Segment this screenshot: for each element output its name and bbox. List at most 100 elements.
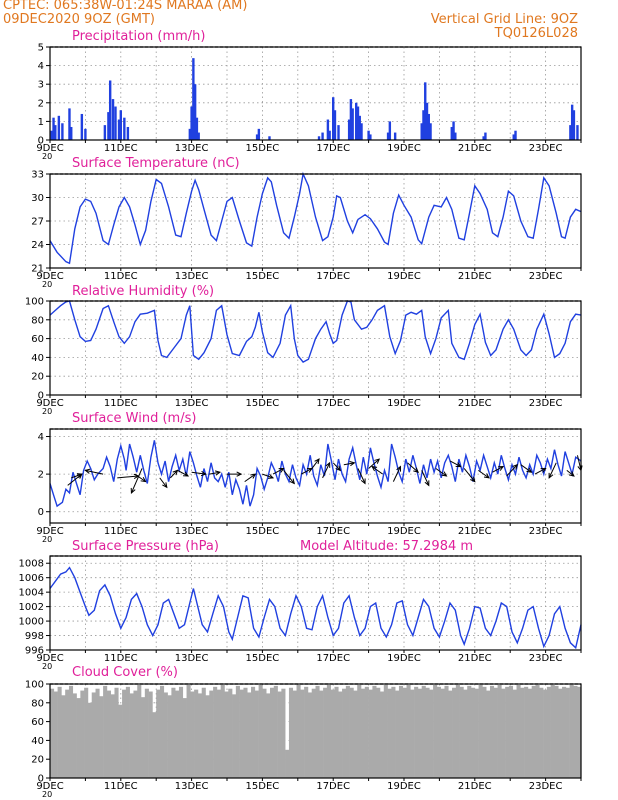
panel-2: 0 20 40 60 80 100 9DEC 11DEC 13DEC 15DEC 17DEC 19DE…	[25, 297, 582, 416]
wind-arrow-head	[214, 470, 222, 476]
cloud-bar	[546, 686, 551, 778]
precip-bar	[347, 119, 351, 140]
precip-bar	[321, 132, 324, 140]
y-tick-label: 3	[38, 80, 44, 91]
wind-arrow-head	[200, 470, 207, 477]
y-tick-label: 1008	[19, 559, 44, 570]
cloud-bar	[292, 690, 297, 778]
cloud-bar	[505, 686, 510, 778]
x-tick-label: 23DEC	[529, 526, 563, 537]
cloud-bar	[455, 684, 460, 778]
precip-bar	[317, 136, 321, 140]
x-tick-label: 9DEC	[36, 143, 63, 154]
wind-title: Surface Wind (m/s)	[72, 411, 197, 426]
cloud-bar	[478, 684, 483, 778]
x-tick-label: 13DEC	[175, 143, 209, 154]
wind-arrow	[332, 462, 341, 471]
precip-bar	[84, 128, 87, 140]
cloud-bar	[543, 689, 548, 778]
year-label: 20	[42, 662, 52, 671]
precip-bar	[111, 99, 115, 140]
cloud-bar	[266, 693, 271, 778]
precip-bar	[54, 125, 57, 140]
year-label: 20	[42, 407, 52, 416]
cloud-bar	[235, 685, 240, 778]
wind-arrow	[272, 468, 284, 475]
series-line-2	[49, 300, 582, 363]
precip-bar	[393, 132, 397, 140]
x-tick-label: 15DEC	[246, 781, 280, 792]
cloud-bar	[516, 684, 521, 778]
series-line-1	[49, 171, 582, 265]
precip-bar	[358, 115, 361, 140]
cloud-bar	[349, 687, 354, 778]
precip-bar	[576, 125, 579, 140]
x-tick-label: 15DEC	[246, 526, 280, 537]
precip-bar	[369, 134, 372, 140]
wind-arrow	[392, 466, 401, 482]
x-tick-label: 19DEC	[387, 398, 421, 409]
precip-bar	[572, 110, 576, 140]
cloud-bar	[209, 690, 214, 778]
cloud-bar	[471, 687, 476, 778]
cloud-bar	[307, 692, 313, 778]
wind-arrow	[71, 473, 83, 479]
cloud-bar	[489, 685, 495, 778]
cloud-bar	[425, 687, 430, 778]
cloud-bar	[239, 689, 244, 778]
y-tick-label: 5	[38, 43, 44, 54]
x-tick-label: 15DEC	[246, 653, 280, 664]
cloud-bar	[122, 689, 127, 778]
wind-arrow-head	[325, 461, 331, 468]
y-tick-label: 21	[31, 264, 44, 275]
precip-bar	[386, 132, 390, 140]
cloud-bar	[175, 690, 180, 778]
x-tick-label: 23DEC	[529, 398, 563, 409]
wind-arrow-head	[278, 467, 285, 473]
y-tick-label: 2	[38, 98, 44, 109]
y-tick-label: 998	[25, 631, 44, 642]
y-tick-label: 24	[31, 240, 44, 251]
y-tick-label: 100	[25, 680, 44, 691]
precip-bar	[337, 125, 340, 140]
y-tick-label: 60	[31, 334, 44, 345]
wind-arrow	[407, 462, 419, 473]
cloud-bar	[159, 685, 165, 778]
header-station: CPTEC: 065:38W-01:24S MARAA (AM)	[3, 0, 248, 13]
cloud-bar	[524, 686, 529, 778]
cloud-bar	[330, 689, 335, 778]
wind-arrow	[371, 466, 384, 475]
wind-arrow-head	[335, 465, 342, 472]
wind-arrow	[463, 468, 476, 482]
wind-arrow	[506, 464, 518, 477]
x-tick-label: 17DEC	[316, 781, 350, 792]
cloud-bar	[129, 693, 134, 778]
cloud-bar	[376, 687, 381, 778]
x-tick-label: 21DEC	[458, 398, 492, 409]
cloud-bar	[463, 689, 468, 778]
precip-bar	[257, 128, 261, 140]
wind-arrow-head	[483, 473, 490, 479]
header-grid-line: Vertical Grid Line: 9OZ	[430, 12, 578, 27]
y-tick-label: 1	[38, 117, 44, 128]
cloud-bar	[535, 684, 540, 778]
humidity-title: Relative Humidity (%)	[72, 284, 215, 299]
wind-arrow	[209, 471, 221, 475]
precip-bar	[514, 130, 517, 140]
wind-arrow	[244, 473, 256, 483]
wind-arrow	[478, 469, 490, 479]
y-tick-label: 4	[38, 61, 44, 72]
cloud-bar	[167, 695, 172, 778]
cloud-bar	[300, 689, 305, 778]
cloud-bar	[436, 686, 441, 778]
y-tick-label: 27	[31, 217, 44, 228]
wind-arrow-head	[130, 487, 136, 494]
precip-bar	[197, 132, 200, 140]
cloud-bar	[228, 688, 233, 778]
x-tick-label: 23DEC	[529, 781, 563, 792]
wind-arrow	[191, 471, 206, 475]
x-tick-label: 13DEC	[175, 653, 209, 664]
wind-arrow	[343, 462, 355, 466]
x-tick-label: 15DEC	[246, 143, 280, 154]
wind-arrow-head	[349, 461, 356, 467]
